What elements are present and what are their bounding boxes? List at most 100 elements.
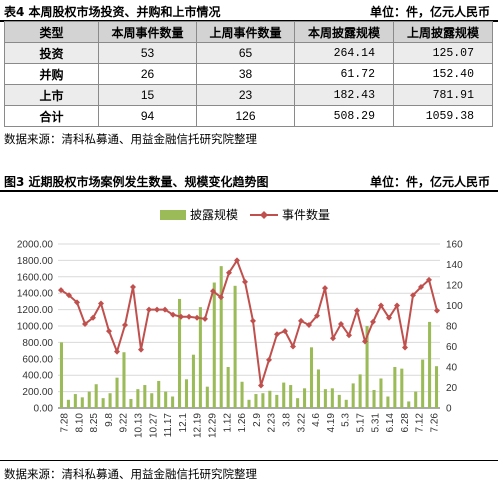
left-axis-tick-label: 1000.00 — [17, 322, 54, 333]
line-point-event-count — [186, 313, 192, 320]
row-name: 并购 — [4, 63, 99, 85]
bar-disclosed-scale — [129, 398, 133, 408]
right-axis-tick-label: 140 — [446, 260, 463, 271]
left-axis-tick-label: 1400.00 — [17, 289, 54, 300]
header-this-scale: 本周披露规模 — [294, 21, 394, 43]
bar-disclosed-scale — [268, 390, 272, 408]
x-axis-tick-label: 1.26 — [237, 413, 248, 433]
right-axis-tick-label: 100 — [446, 301, 463, 312]
line-point-event-count — [106, 328, 112, 335]
line-point-event-count — [426, 276, 432, 283]
x-axis-tick-label: 2.9 — [252, 413, 263, 427]
bar-disclosed-scale — [275, 394, 279, 408]
figure-caption: 图3 近期股权市场案例发生数量、规模变化趋势图 — [4, 175, 269, 189]
bar-disclosed-scale — [386, 396, 390, 408]
bar-disclosed-scale — [205, 386, 209, 408]
bar-disclosed-scale — [164, 391, 168, 408]
bar-disclosed-scale — [219, 266, 223, 408]
bar-disclosed-scale — [414, 391, 418, 408]
x-axis-tick-label: 9.8 — [104, 413, 115, 427]
line-point-event-count — [138, 346, 144, 353]
header-this-count: 本周事件数量 — [98, 21, 197, 43]
bar-disclosed-scale — [296, 398, 300, 408]
line-point-event-count — [66, 292, 72, 299]
bar-disclosed-scale — [330, 388, 334, 408]
x-axis-tick-label: 7.12 — [415, 413, 426, 433]
market-summary-table: 类型 本周事件数量 上周事件数量 本周披露规模 上周披露规模 投资 53 65 … — [4, 21, 493, 127]
bar-disclosed-scale — [365, 326, 369, 408]
x-axis-tick-label: 5.31 — [370, 413, 381, 433]
figure-source-note: 数据来源：清科私募通、用益金融信托研究院整理 — [4, 467, 257, 481]
cell-this-count: 53 — [98, 42, 197, 64]
cell-last-scale: 781.91 — [393, 84, 493, 106]
right-axis-tick-label: 20 — [446, 383, 458, 394]
line-point-event-count — [346, 332, 352, 339]
x-axis-tick-label: 4.6 — [311, 413, 322, 427]
right-axis-tick-label: 0 — [446, 404, 452, 415]
bar-disclosed-scale — [289, 385, 293, 408]
cell-this-scale: 61.72 — [294, 63, 394, 85]
line-point-event-count — [258, 382, 264, 389]
right-axis-tick-label: 40 — [446, 363, 458, 374]
line-point-event-count — [58, 287, 64, 294]
legend-swatch-bar — [160, 210, 186, 220]
right-axis-tick-label: 60 — [446, 342, 458, 353]
right-axis-tick-label: 120 — [446, 281, 463, 292]
bar-disclosed-scale — [226, 367, 230, 408]
cell-this-scale: 182.43 — [294, 84, 394, 106]
line-point-event-count — [354, 307, 360, 314]
x-axis-tick-label: 6.14 — [385, 413, 396, 433]
line-point-event-count — [338, 320, 344, 327]
line-point-event-count — [90, 314, 96, 321]
right-axis-tick-label: 80 — [446, 322, 458, 333]
line-point-event-count — [282, 328, 288, 335]
bar-disclosed-scale — [303, 388, 307, 408]
line-point-event-count — [210, 288, 216, 295]
bar-disclosed-scale — [240, 381, 244, 408]
table-row: 合计 94 126 508.29 1059.38 — [4, 105, 493, 127]
bar-disclosed-scale — [178, 298, 182, 408]
x-axis-tick-label: 10.13 — [134, 413, 145, 438]
bar-disclosed-scale — [316, 369, 320, 408]
bar-disclosed-scale — [421, 359, 425, 408]
line-point-event-count — [306, 321, 312, 328]
line-point-event-count — [146, 306, 152, 313]
x-axis-tick-label: 5.3 — [341, 413, 352, 427]
x-axis-tick-label: 1.12 — [222, 413, 233, 433]
bar-disclosed-scale — [136, 389, 140, 408]
table-row: 并购 26 38 61.72 152.40 — [4, 63, 493, 85]
bar-disclosed-scale — [108, 393, 112, 408]
cell-this-count: 26 — [98, 63, 197, 85]
left-axis-tick-label: 600.00 — [22, 354, 53, 365]
bar-disclosed-scale — [157, 380, 161, 408]
table-source-note: 数据来源：清科私募通、用益金融信托研究院整理 — [4, 132, 257, 146]
x-axis-tick-label: 12.29 — [208, 413, 219, 438]
x-axis-tick-label: 6.28 — [400, 413, 411, 433]
x-axis-tick-label: 7.28 — [60, 413, 71, 433]
line-point-event-count — [386, 314, 392, 321]
bar-disclosed-scale — [400, 368, 404, 408]
left-axis-tick-label: 1600.00 — [17, 272, 54, 283]
left-axis-tick-label: 200.00 — [22, 387, 53, 398]
bar-disclosed-scale — [94, 384, 98, 408]
line-point-event-count — [234, 257, 240, 264]
cell-last-scale: 152.40 — [393, 63, 493, 85]
figure-unit: 单位：件，亿元人民币 — [369, 175, 490, 189]
x-axis-tick-label: 2.23 — [267, 413, 278, 433]
line-event-count — [60, 258, 438, 386]
cell-this-scale: 508.29 — [294, 105, 394, 127]
bar-disclosed-scale — [351, 383, 355, 408]
x-axis-tick-label: 9.22 — [119, 413, 130, 433]
line-point-event-count — [290, 343, 296, 350]
cell-last-count: 38 — [196, 63, 295, 85]
cell-last-count: 65 — [196, 42, 295, 64]
bar-disclosed-scale — [212, 282, 216, 408]
bar-disclosed-scale — [254, 394, 258, 408]
bar-disclosed-scale — [309, 347, 314, 408]
x-axis-tick-label: 11.17 — [163, 413, 174, 438]
row-name: 合计 — [4, 105, 99, 127]
cell-last-scale: 125.07 — [393, 42, 493, 64]
row-name: 投资 — [4, 42, 99, 64]
line-point-event-count — [370, 318, 376, 325]
line-point-event-count — [402, 344, 408, 351]
